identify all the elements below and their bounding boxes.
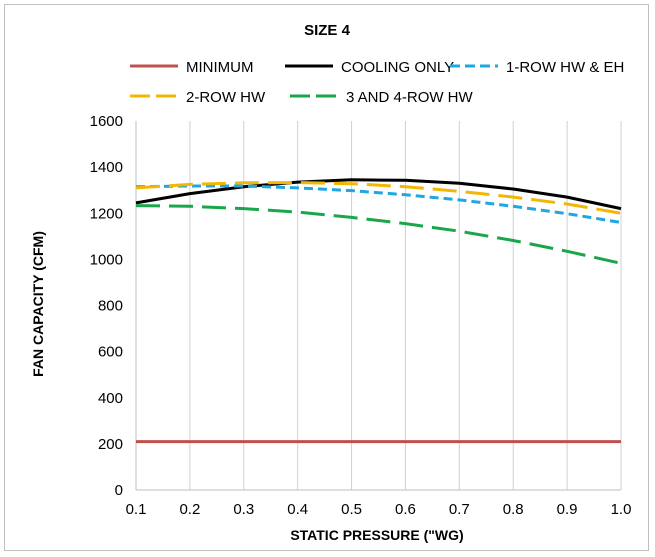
legend-label-2: 1-ROW HW & EH bbox=[506, 59, 624, 76]
x-tick-label: 0.8 bbox=[503, 501, 524, 518]
x-tick-label: 0.2 bbox=[179, 501, 200, 518]
legend-label-0: MINIMUM bbox=[186, 59, 254, 76]
x-tick-label: 0.3 bbox=[233, 501, 254, 518]
y-tick-label: 200 bbox=[98, 436, 123, 453]
grid bbox=[135, 121, 622, 490]
axes bbox=[135, 121, 621, 491]
y-tick-label: 1000 bbox=[90, 251, 123, 268]
series-line-2 bbox=[135, 184, 622, 224]
x-tick-label: 0.9 bbox=[557, 501, 578, 518]
legend-label-4: 3 AND 4-ROW HW bbox=[346, 89, 474, 106]
y-tick-label: 0 bbox=[115, 482, 123, 499]
x-tick-label: 0.7 bbox=[449, 501, 470, 518]
x-tick-label: 0.5 bbox=[341, 501, 362, 518]
x-tick-label: 0.6 bbox=[395, 501, 416, 518]
chart-title: SIZE 4 bbox=[304, 22, 351, 39]
series-group bbox=[135, 178, 622, 444]
series-line-4 bbox=[135, 204, 622, 265]
y-tick-label: 400 bbox=[98, 390, 123, 407]
series-line-3 bbox=[135, 181, 622, 215]
y-axis-title: FAN CAPACITY (CFM) bbox=[30, 231, 46, 377]
legend-label-1: COOLING ONLY bbox=[341, 59, 454, 76]
y-tick-label: 800 bbox=[98, 298, 123, 315]
y-tick-label: 1600 bbox=[90, 113, 123, 130]
legend: MINIMUM COOLING ONLY 1-ROW HW & EH 2-ROW HW… bbox=[130, 59, 624, 106]
y-tick-label: 600 bbox=[98, 344, 123, 361]
y-tick-label: 1400 bbox=[90, 159, 123, 176]
tick-labels: 0.1 0.2 0.3 0.4 0.5 0.6 0.7 0.8 0.9 1.0 0 200 400 600… bbox=[90, 113, 632, 518]
x-tick-label: 0.4 bbox=[287, 501, 308, 518]
x-axis-title: STATIC PRESSURE ("WG) bbox=[290, 527, 463, 543]
legend-label-3: 2-ROW HW bbox=[186, 89, 266, 106]
x-tick-label: 1.0 bbox=[611, 501, 632, 518]
x-tick-label: 0.1 bbox=[126, 501, 147, 518]
series-line-1 bbox=[135, 178, 622, 211]
y-tick-label: 1200 bbox=[90, 205, 123, 222]
